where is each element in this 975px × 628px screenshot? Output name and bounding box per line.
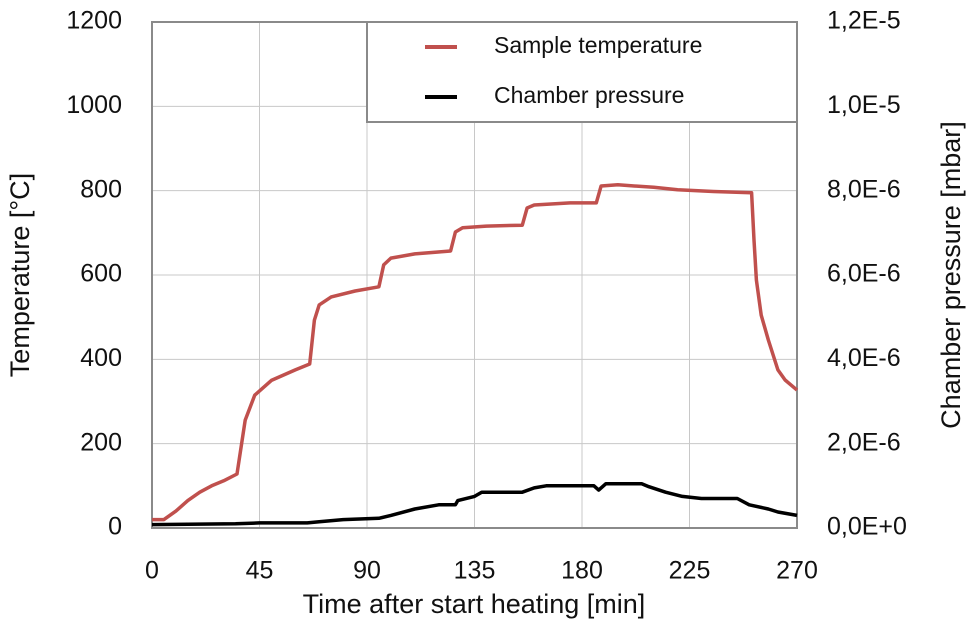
y-tick-label: 1000 [66,91,122,119]
x-tick-label: 45 [246,557,274,585]
y2-tick-label: 8,0E-6 [827,175,901,203]
y2-tick-label: 0,0E+0 [827,513,907,541]
y2-tick-label: 6,0E-6 [827,260,901,288]
y2-tick-label: 2,0E-6 [827,428,901,456]
y-axis-label: Temperature [°C] [5,173,35,377]
legend-box [366,21,798,123]
x-tick-label: 90 [353,557,381,585]
y2-tick-label: 1,0E-5 [827,91,901,119]
legend-label: Sample temperature [494,32,702,58]
series-line [152,183,799,522]
x-tick-label: 180 [561,557,603,585]
y2-axis-label: Chamber pressure [mbar] [936,121,966,429]
x-axis-label: Time after start heating [min] [303,589,646,619]
legend-label: Chamber pressure [494,82,684,108]
x-tick-label: 135 [454,557,496,585]
y-tick-label: 200 [80,428,122,456]
x-tick-label: 0 [145,557,159,585]
y-tick-label: 600 [80,260,122,288]
y-tick-label: 400 [80,344,122,372]
x-tick-label: 225 [669,557,711,585]
y2-tick-label: 4,0E-6 [827,344,901,372]
y-tick-label: 0 [108,513,122,541]
x-tick-label: 270 [776,557,818,585]
series-line [151,481,798,527]
y-tick-label: 1200 [66,7,122,35]
y-tick-label: 800 [80,175,122,203]
y2-tick-label: 1,2E-5 [827,7,901,35]
